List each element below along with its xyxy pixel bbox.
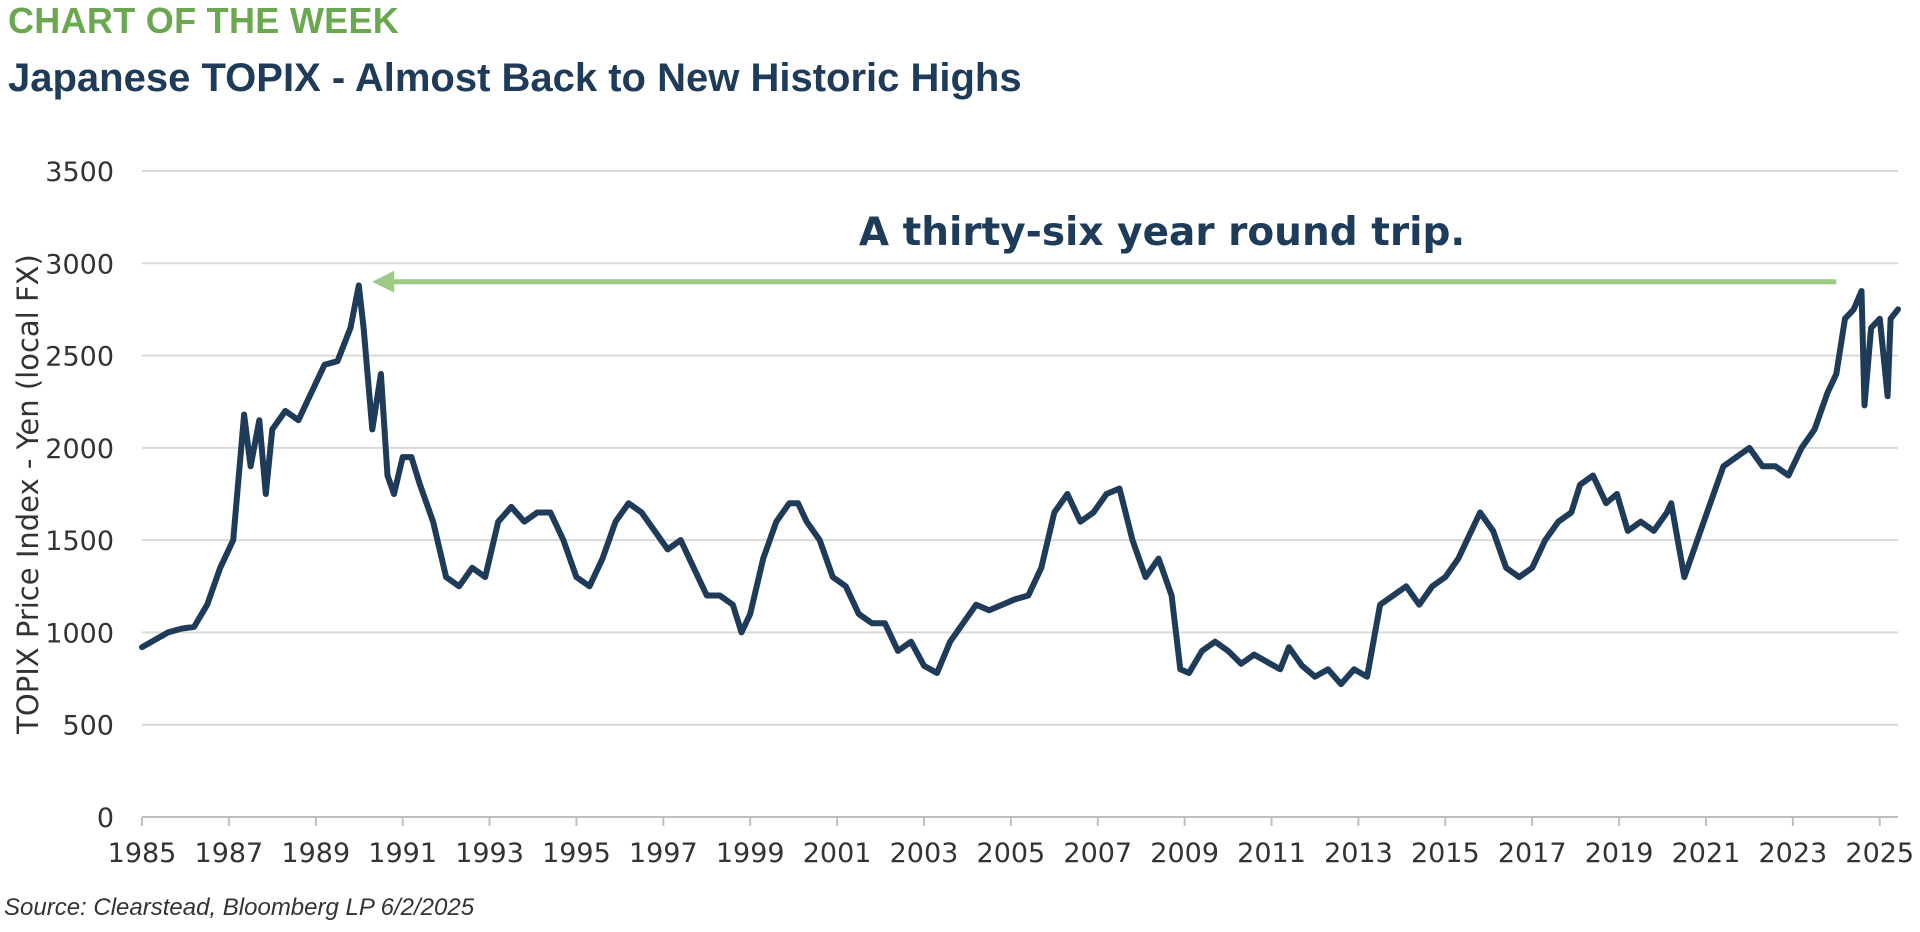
x-tick-label: 2013 bbox=[1324, 838, 1393, 869]
y-tick-label: 3000 bbox=[45, 249, 114, 280]
x-tick-label: 2005 bbox=[977, 838, 1046, 869]
x-tick-label: 1999 bbox=[716, 838, 785, 869]
annotation-arrow bbox=[372, 270, 1837, 293]
x-tick-label: 2001 bbox=[803, 838, 872, 869]
source-note: Source: Clearstead, Bloomberg LP 6/2/202… bbox=[4, 894, 475, 921]
x-tick-label: 2009 bbox=[1150, 838, 1219, 869]
annotation-text: A thirty-six year round trip. bbox=[859, 210, 1465, 255]
chart-kicker: CHART OF THE WEEK bbox=[8, 0, 400, 41]
y-tick-label: 500 bbox=[62, 711, 114, 742]
x-tick-label: 1987 bbox=[195, 838, 264, 869]
x-tick-label: 2011 bbox=[1237, 838, 1306, 869]
x-tick-label: 2021 bbox=[1672, 838, 1741, 869]
x-tick-label: 2003 bbox=[890, 838, 959, 869]
y-axis-label: TOPIX Price Index - Yen (local FX) bbox=[11, 254, 45, 735]
y-tick-label: 3500 bbox=[45, 157, 114, 188]
x-tick-label: 2015 bbox=[1411, 838, 1480, 869]
x-tick-label: 1995 bbox=[542, 838, 611, 869]
x-tick-label: 2017 bbox=[1498, 838, 1567, 869]
y-axis-ticks: 0 500 1000 1500 2000 2500 3000 3500 bbox=[45, 157, 114, 834]
x-tick-label: 1985 bbox=[108, 838, 177, 869]
x-tick-label: 1991 bbox=[368, 838, 437, 869]
x-axis-ticks: 1985 1987 1989 1991 1993 1995 1997 1999 2001 2003… bbox=[108, 817, 1914, 869]
x-tick-label: 1993 bbox=[455, 838, 524, 869]
topix-series-line bbox=[139, 282, 1901, 688]
y-tick-label: 1500 bbox=[45, 526, 114, 557]
arrow-head bbox=[372, 270, 395, 293]
x-tick-label: 1989 bbox=[281, 838, 350, 869]
chart-title: Japanese TOPIX - Almost Back to New Hist… bbox=[8, 56, 1022, 100]
x-tick-label: 2025 bbox=[1845, 838, 1914, 869]
x-tick-label: 2007 bbox=[1063, 838, 1132, 869]
x-tick-label: 1997 bbox=[629, 838, 698, 869]
y-tick-label: 2000 bbox=[45, 434, 114, 465]
gridlines bbox=[142, 170, 1898, 818]
y-tick-label: 0 bbox=[97, 803, 114, 834]
y-tick-label: 1000 bbox=[45, 618, 114, 649]
x-tick-label: 2019 bbox=[1585, 838, 1654, 869]
y-tick-label: 2500 bbox=[45, 342, 114, 373]
x-tick-label: 2023 bbox=[1759, 838, 1828, 869]
